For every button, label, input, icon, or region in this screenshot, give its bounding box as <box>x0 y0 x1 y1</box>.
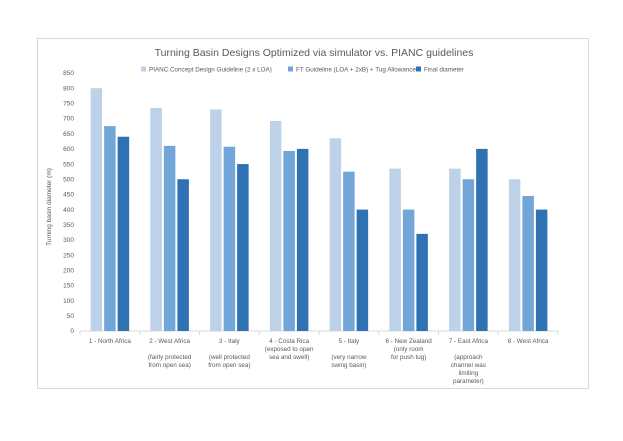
y-axis-ticks: 0 50 100 150 200 250 300 350 400 450 500 550 600 650 7… <box>63 70 74 335</box>
chart-frame: Turning Basin Designs Optimized via simu… <box>37 38 589 389</box>
x-axis <box>79 330 559 335</box>
bar-series-3-cat-5 <box>356 209 369 331</box>
y-tick-label: 350 <box>63 222 74 229</box>
x-category-label: (well protected <box>209 354 250 361</box>
bar-series-1-cat-8 <box>508 179 521 331</box>
bar-series-1-cat-3 <box>210 109 222 331</box>
x-category-label: channel was <box>451 362 486 369</box>
y-axis-label: Turning basin diameter (m) <box>46 168 53 246</box>
bar-series-2-cat-8 <box>522 195 534 331</box>
x-category-label: 6 - New Zealand <box>386 338 433 345</box>
y-tick-label: 50 <box>67 313 75 320</box>
bar-series-1-cat-5 <box>329 138 342 331</box>
x-category-label: 4 - Costa Rica <box>269 338 309 345</box>
y-tick-label: 500 <box>63 176 74 183</box>
x-category-label: for push tug) <box>391 354 426 361</box>
y-tick-label: 400 <box>63 207 74 214</box>
y-tick-label: 850 <box>63 70 74 77</box>
x-category-label: swing basin) <box>331 362 366 369</box>
x-category-label: 8 - West Africa <box>508 338 549 345</box>
x-category-label: (fairly protected <box>148 354 192 361</box>
x-category-label: (exposed to open <box>265 346 314 353</box>
bar-series-2-cat-5 <box>343 171 355 331</box>
x-axis-category-labels: 1 - North Africa 2 - West Africa (fairly p… <box>89 338 549 385</box>
y-tick-label: 250 <box>63 252 74 259</box>
turning-basin-bar-chart: Turning Basin Designs Optimized via simu… <box>46 47 559 385</box>
x-category-label: 7 - East Africa <box>449 338 489 345</box>
bar-series-2-cat-6 <box>402 209 415 331</box>
bar-series-1-cat-4 <box>269 120 282 332</box>
legend-swatch-3 <box>416 66 421 72</box>
bar-series-3-cat-2 <box>177 179 189 331</box>
bar-series-1-cat-1 <box>90 88 103 332</box>
y-tick-label: 600 <box>63 146 74 153</box>
bar-series-3-cat-6 <box>416 233 428 331</box>
x-category-label: limiting <box>459 370 479 377</box>
bar-series-1-cat-7 <box>449 168 461 331</box>
y-tick-label: 150 <box>63 283 74 290</box>
x-category-label: 3 - Italy <box>219 338 240 345</box>
bar-series-1-cat-2 <box>150 107 162 331</box>
x-category-label: 1 - North Africa <box>89 338 131 345</box>
bar-series-2-cat-4 <box>283 151 295 331</box>
x-category-label: (very narrow <box>331 354 366 361</box>
x-category-label: (approach <box>454 354 483 361</box>
chart-title: Turning Basin Designs Optimized via simu… <box>155 47 474 59</box>
legend-label-1: PIANC Concept Design Guideline (2 x LOA) <box>149 67 272 74</box>
x-category-label: from open sea) <box>148 362 190 369</box>
y-tick-label: 800 <box>63 85 74 92</box>
y-tick-label: 200 <box>63 267 74 274</box>
chart-bars <box>90 88 548 332</box>
x-category-label: parameter) <box>453 378 484 385</box>
x-category-label: from open sea) <box>208 362 250 369</box>
bar-series-3-cat-3 <box>237 164 249 331</box>
bar-series-3-cat-1 <box>117 136 130 331</box>
y-tick-label: 100 <box>63 298 74 305</box>
chart-legend: PIANC Concept Design Guideline (2 x LOA)… <box>141 66 464 74</box>
x-category-label: sea and swell) <box>269 354 309 361</box>
y-tick-label: 700 <box>63 116 74 123</box>
bar-series-3-cat-8 <box>535 209 548 331</box>
x-category-label: (only room <box>394 346 424 353</box>
legend-label-2: FT Guideline (LOA + 2xB) + Tug Allowance <box>296 67 416 74</box>
bar-series-2-cat-3 <box>223 146 236 331</box>
x-category-label: 2 - West Africa <box>149 338 190 345</box>
legend-swatch-1 <box>141 66 146 72</box>
bar-series-2-cat-1 <box>104 126 116 332</box>
y-tick-label: 550 <box>63 161 74 168</box>
bar-series-1-cat-6 <box>389 168 401 331</box>
bar-series-2-cat-7 <box>462 179 475 331</box>
bar-series-3-cat-4 <box>296 148 309 331</box>
y-tick-label: 750 <box>63 101 74 108</box>
y-tick-label: 650 <box>63 131 74 138</box>
y-tick-label: 300 <box>63 237 74 244</box>
legend-swatch-2 <box>288 66 293 72</box>
legend-label-3: Final diameter <box>424 67 464 74</box>
bar-series-2-cat-2 <box>163 145 176 331</box>
bar-series-3-cat-7 <box>476 148 488 331</box>
x-category-label: 5 - Italy <box>339 338 360 345</box>
y-tick-label: 450 <box>63 192 74 199</box>
y-tick-label: 0 <box>70 328 74 335</box>
